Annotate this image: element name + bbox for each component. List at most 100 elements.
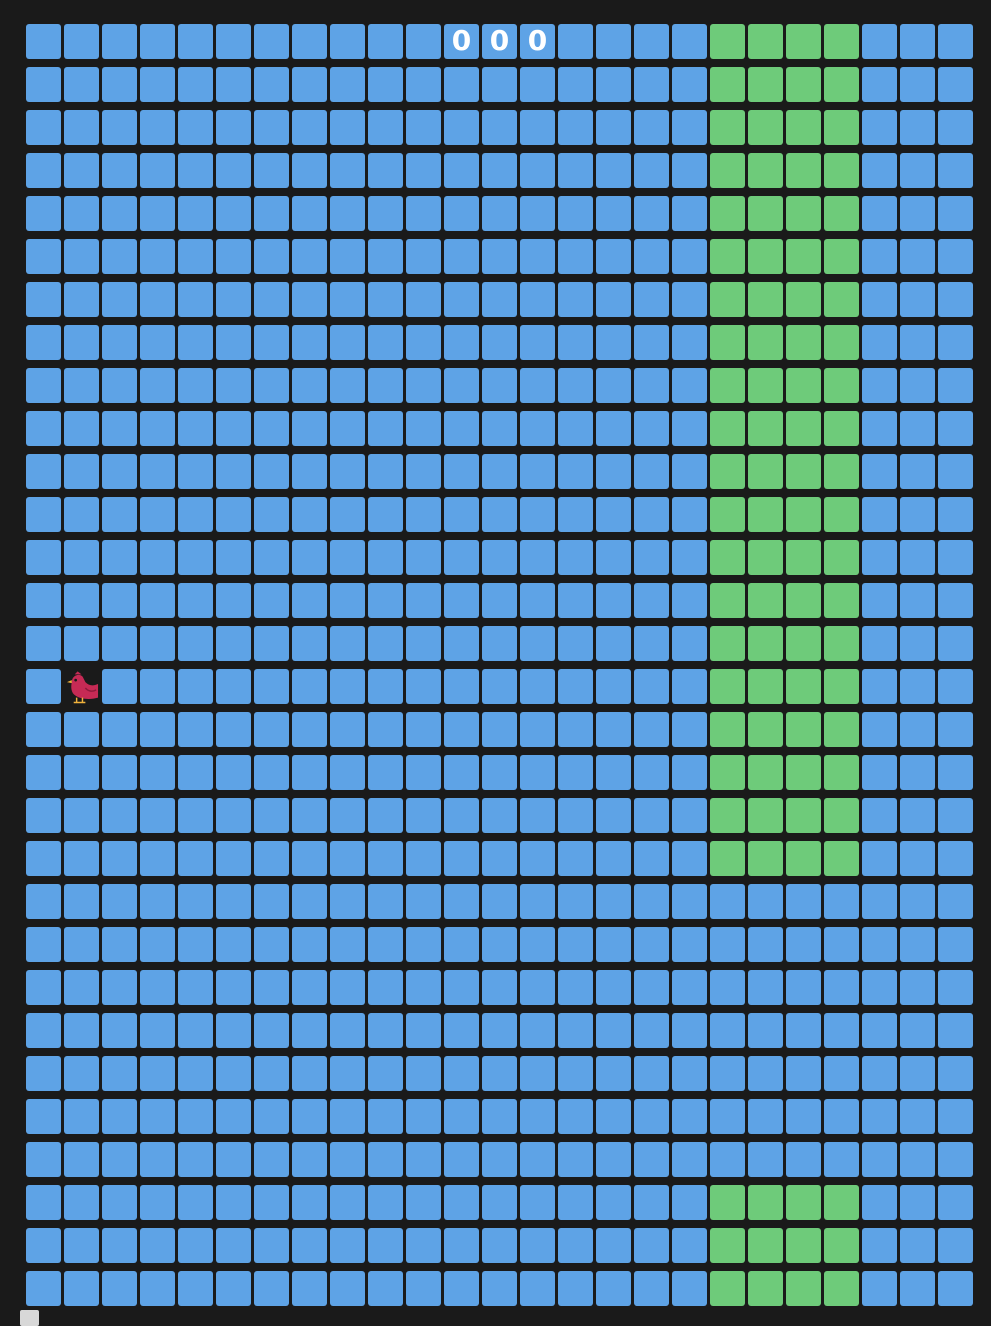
sky-cell (596, 970, 631, 1005)
sky-cell (254, 1099, 289, 1134)
sky-cell (178, 712, 213, 747)
sky-cell (938, 669, 973, 704)
pipe-cell (710, 411, 745, 446)
pipe-cell (786, 24, 821, 59)
sky-cell (330, 927, 365, 962)
pipe-cell (786, 1185, 821, 1220)
sky-cell (862, 583, 897, 618)
sky-cell (634, 1056, 669, 1091)
sky-cell (64, 841, 99, 876)
sky-cell (444, 497, 479, 532)
pipe-cell (786, 798, 821, 833)
sky-cell (64, 755, 99, 790)
sky-cell (672, 282, 707, 317)
sky-cell (634, 1228, 669, 1263)
sky-cell (900, 927, 935, 962)
pipe-cell (710, 196, 745, 231)
sky-cell (596, 884, 631, 919)
sky-cell (558, 325, 593, 360)
sky-cell (102, 1099, 137, 1134)
sky-cell (140, 1013, 175, 1048)
sky-cell (824, 927, 859, 962)
sky-cell (292, 67, 327, 102)
sky-cell (938, 454, 973, 489)
sky-cell (938, 1142, 973, 1177)
sky-cell (596, 1228, 631, 1263)
sky-cell (102, 497, 137, 532)
sky-cell (368, 411, 403, 446)
sky-cell (900, 411, 935, 446)
pipe-cell (710, 497, 745, 532)
sky-cell (520, 626, 555, 661)
sky-cell (520, 798, 555, 833)
sky-cell (368, 755, 403, 790)
sky-cell (482, 1013, 517, 1048)
sky-cell (292, 1056, 327, 1091)
sky-cell (520, 110, 555, 145)
pipe-cell (786, 454, 821, 489)
sky-cell (558, 841, 593, 876)
sky-cell (26, 239, 61, 274)
sky-cell (292, 583, 327, 618)
sky-cell (824, 1013, 859, 1048)
sky-cell (330, 1099, 365, 1134)
sky-cell (140, 454, 175, 489)
sky-cell (558, 970, 593, 1005)
sky-cell (520, 970, 555, 1005)
sky-cell (178, 1099, 213, 1134)
sky-cell (862, 970, 897, 1005)
sky-cell (482, 669, 517, 704)
sky-cell (900, 1099, 935, 1134)
pipe-cell (786, 755, 821, 790)
sky-cell (292, 24, 327, 59)
sky-cell (406, 110, 441, 145)
sky-cell (140, 712, 175, 747)
sky-cell (368, 196, 403, 231)
sky-cell (824, 1142, 859, 1177)
pipe-cell (748, 755, 783, 790)
sky-cell (482, 626, 517, 661)
sky-cell (900, 669, 935, 704)
sky-cell (254, 282, 289, 317)
sky-cell (140, 368, 175, 403)
sky-cell (938, 1099, 973, 1134)
pipe-cell (748, 24, 783, 59)
sky-cell (558, 239, 593, 274)
pipe-cell (824, 1185, 859, 1220)
sky-cell (254, 497, 289, 532)
sky-cell (520, 411, 555, 446)
sky-cell (140, 841, 175, 876)
pipe-cell (748, 583, 783, 618)
sky-cell (596, 798, 631, 833)
sky-cell (216, 798, 251, 833)
sky-cell (558, 1099, 593, 1134)
sky-cell (862, 626, 897, 661)
sky-cell (482, 368, 517, 403)
sky-cell (64, 110, 99, 145)
sky-cell (900, 798, 935, 833)
sky-cell (862, 325, 897, 360)
sky-cell (216, 841, 251, 876)
sky-cell (102, 884, 137, 919)
sky-cell (64, 1271, 99, 1306)
sky-cell (26, 282, 61, 317)
sky-cell (444, 884, 479, 919)
sky-cell (900, 1271, 935, 1306)
sky-cell (178, 67, 213, 102)
sky-cell (710, 884, 745, 919)
sky-cell (292, 1228, 327, 1263)
sky-cell (368, 497, 403, 532)
sky-cell (64, 1228, 99, 1263)
sky-cell (254, 712, 289, 747)
sky-cell (368, 1142, 403, 1177)
pipe-cell (786, 669, 821, 704)
sky-cell (292, 411, 327, 446)
sky-cell (938, 798, 973, 833)
sky-cell (672, 1099, 707, 1134)
sky-cell (140, 24, 175, 59)
sky-cell (482, 1185, 517, 1220)
sky-cell (558, 1142, 593, 1177)
sky-cell (26, 196, 61, 231)
sky-cell (216, 1228, 251, 1263)
